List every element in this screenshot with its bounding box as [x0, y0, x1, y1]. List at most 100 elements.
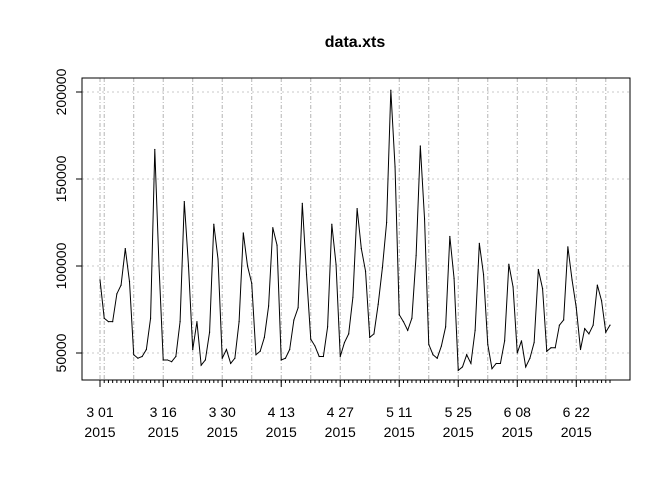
data-point: [208, 331, 211, 333]
data-point: [445, 326, 447, 328]
data-point: [242, 232, 244, 234]
data-point: [402, 321, 405, 323]
y-tick-label: 150000: [53, 155, 69, 202]
data-point: [584, 328, 586, 330]
x-tick-label-year: 2015: [561, 424, 592, 440]
data-point: [508, 263, 510, 265]
data-point: [305, 274, 308, 276]
data-point: [99, 279, 101, 281]
data-point: [348, 333, 350, 335]
x-tick-label-date: 6 22: [563, 404, 590, 420]
data-point: [293, 319, 295, 321]
data-point: [238, 321, 240, 323]
x-tick-label-year: 2015: [266, 424, 297, 440]
data-point: [162, 359, 164, 361]
data-point: [605, 331, 607, 333]
data-point: [381, 267, 383, 269]
data-point: [187, 265, 190, 267]
data-point: [166, 359, 169, 361]
data-point: [255, 354, 257, 356]
data-point: [301, 202, 303, 204]
data-point: [394, 166, 396, 168]
data-point: [175, 355, 177, 358]
x-tick-label-date: 3 01: [86, 404, 113, 420]
data-point: [520, 340, 523, 342]
data-point: [537, 268, 539, 271]
data-point: [533, 341, 535, 344]
data-point: [343, 341, 346, 344]
data-point: [390, 89, 392, 91]
y-axis: 50000 100000 150000 200000: [53, 68, 82, 372]
data-point: [567, 246, 569, 248]
data-point: [411, 317, 413, 319]
data-point: [563, 319, 565, 321]
data-point: [268, 305, 270, 307]
data-point: [141, 355, 143, 358]
data-point: [588, 333, 590, 335]
data-point: [478, 242, 480, 244]
data-point: [331, 223, 333, 225]
data-point: [558, 324, 561, 326]
data-point: [314, 345, 316, 347]
data-point: [516, 352, 518, 354]
data-point: [373, 333, 375, 335]
data-point: [609, 324, 611, 326]
data-point: [225, 348, 228, 351]
data-point: [491, 368, 493, 370]
x-tick-label-year: 2015: [325, 424, 356, 440]
data-point: [137, 357, 139, 359]
series-layer: [99, 89, 611, 372]
data-point: [213, 223, 215, 225]
series-line: [99, 90, 611, 372]
data-point: [107, 321, 110, 323]
data-point: [145, 348, 147, 351]
data-point: [192, 348, 194, 351]
data-point: [221, 357, 223, 359]
data-point: [364, 270, 367, 272]
data-point: [546, 350, 548, 352]
data-point: [554, 347, 556, 349]
data-point: [230, 362, 232, 365]
data-point: [541, 288, 544, 290]
x-tick-label-date: 5 25: [445, 404, 472, 420]
chart-title: data.xts: [325, 34, 386, 51]
data-point: [499, 362, 502, 365]
data-point: [487, 343, 489, 345]
data-point: [259, 350, 261, 352]
data-point: [183, 201, 185, 203]
x-tick-label-date: 4 13: [268, 404, 295, 420]
data-point: [453, 277, 455, 279]
data-point: [398, 314, 400, 316]
data-point: [234, 357, 236, 359]
grid: [82, 78, 630, 380]
data-point: [550, 347, 552, 349]
data-point: [529, 357, 531, 359]
data-point: [512, 286, 514, 288]
data-point: [457, 369, 459, 371]
data-point: [579, 348, 582, 351]
data-point: [428, 343, 430, 345]
data-point: [449, 235, 451, 238]
x-tick-label-year: 2015: [443, 424, 474, 440]
data-point: [600, 300, 603, 302]
data-point: [276, 244, 278, 246]
data-point: [575, 307, 577, 309]
data-point: [124, 248, 126, 250]
data-point: [154, 148, 156, 151]
data-point: [571, 279, 573, 281]
x-tick-label-date: 3 30: [209, 404, 236, 420]
data-point: [272, 227, 274, 229]
data-point: [335, 263, 337, 265]
data-point: [474, 329, 476, 331]
data-point: [284, 357, 287, 359]
data-point: [179, 321, 181, 323]
x-tick-label-year: 2015: [148, 424, 179, 440]
data-point: [327, 326, 329, 328]
x-tick-label-date: 4 27: [327, 404, 354, 420]
data-point: [360, 248, 362, 250]
data-point: [318, 355, 320, 358]
data-point: [419, 145, 421, 147]
data-point: [415, 254, 417, 257]
data-point: [297, 307, 299, 309]
